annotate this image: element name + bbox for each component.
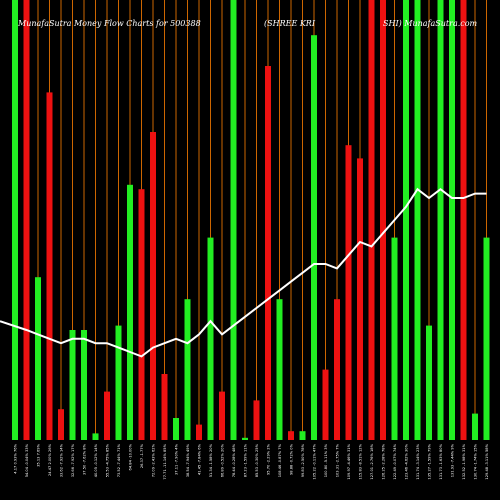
bar (265, 66, 271, 440)
x-tick-label: 109.97 -4.46% 31% (347, 443, 351, 479)
x-tick-label: 78.44 -0.28% 48% (232, 443, 236, 477)
x-tick-label: 38.54 -7.94% 49% (186, 443, 190, 477)
bar (288, 431, 294, 440)
x-tick-label: 51.34 -1.58% 20% (209, 443, 213, 477)
x-tick-label: 41.45 -7.84% 6% (198, 443, 202, 475)
bar (35, 277, 41, 440)
x-tick-label: 100.80 -5.11% 3% (324, 443, 328, 477)
bar (334, 299, 340, 440)
x-tick-label: 40.05 -0.12% 14% (94, 443, 98, 477)
x-tick-label: 24.47 2.00% 26% (48, 443, 52, 476)
bar (380, 0, 386, 440)
x-tick-label: 33.62 -7.92% 14% (60, 443, 64, 477)
bar (276, 299, 283, 440)
bar (403, 0, 409, 440)
bar (414, 0, 421, 440)
bar (437, 0, 444, 440)
x-tick-label: 66.89 -0.52% 20% (221, 443, 225, 477)
x-tick-label: 122.49 -0.07% 74% (393, 443, 397, 479)
x-tick-label: 98.88 -0.72% 0% (290, 443, 294, 475)
x-tick-label: 132.52 -1.98% 31% (462, 443, 466, 479)
chart-title-right: SHI) MunafaSutra.com (383, 19, 478, 28)
bar (483, 237, 490, 440)
bar (345, 145, 352, 440)
x-tick-label: 37.50 -7.62% 8% (83, 443, 87, 475)
x-tick-label: 72.09 -2.43% 62% (152, 443, 156, 477)
bar (115, 325, 122, 440)
bar (311, 35, 317, 440)
bar (472, 413, 478, 440)
bar (150, 132, 156, 440)
bar (357, 158, 363, 440)
bar-series (12, 0, 490, 441)
x-tick-label: 108.46 -0.87% 7% (278, 443, 282, 477)
chart-title-middle: (SHREE KRI (264, 19, 316, 28)
x-tick-label: 32.66 -7.92% 17% (71, 443, 75, 477)
bar (449, 0, 455, 440)
bar (230, 0, 237, 440)
x-tick-label: 64.84 -10.00% (129, 443, 133, 470)
bar (391, 237, 398, 440)
x-tick-label: 126.25 -2.28% 78% (382, 443, 386, 479)
bar (242, 437, 248, 440)
bar (426, 325, 432, 440)
x-tick-label: 26.37 -1.77% (140, 443, 144, 468)
bar (184, 299, 191, 440)
x-tick-label: 54.04 -0.04% 33% (25, 443, 29, 477)
x-tick-label: 130.74 -1.74% 15% (474, 443, 478, 479)
bar (104, 391, 110, 440)
x-tick-label: 127.01 -2.76% 18% (370, 443, 374, 479)
x-tick-label: 131.93 -7.44% 9% (451, 443, 455, 477)
bar (92, 433, 99, 440)
bar (58, 409, 64, 440)
money-flow-line (0, 187, 487, 358)
x-tick-label: 123.46 -4.62% 30% (405, 443, 409, 479)
x-tick-label: 131.73 -1.63% 80% (439, 443, 443, 479)
x-tick-label: 95.70 -2.29% 2% (267, 443, 271, 475)
bar (161, 374, 168, 440)
x-tick-label: 4.17 0.93% 76% (14, 443, 18, 473)
bar (173, 418, 179, 440)
bar (23, 0, 30, 440)
bar (460, 0, 467, 440)
x-tick-label: 103.31 -2.75% 7% (336, 443, 340, 477)
x-tick-label: 85.53 -0.30% 25% (255, 443, 259, 477)
x-tick-label: 87.23 -1.59% 11% (244, 443, 248, 477)
x-tick-label: 99.83 -2.50% 78% (301, 443, 305, 477)
bar (253, 400, 260, 440)
x-tick-label: 131.74 -3.14% 23% (416, 443, 420, 479)
x-tick-label: 37.11 -7.90% 4% (175, 443, 179, 475)
bar (299, 431, 306, 440)
bar (46, 92, 53, 441)
x-tick-label: 135.27 -1.59% 79% (428, 443, 432, 479)
bar (219, 391, 225, 440)
x-tick-label: 129.48 -3.11% 58% (485, 443, 489, 479)
x-tick-label: 115.83 -8.51% 12% (359, 443, 363, 479)
bar (81, 330, 87, 440)
bar (368, 0, 375, 440)
x-tick-label: 55.53 -4.75% 85% (106, 443, 110, 477)
bar (69, 330, 76, 440)
x-tick-label: 105.22 -0.11% 47% (313, 443, 317, 479)
bar (127, 184, 133, 440)
x-tick-label: 35.13 7.69% (37, 443, 41, 466)
bar (138, 189, 145, 440)
x-tick-label: 77.71 -11.14% 85% (163, 443, 167, 479)
chart-title-left: MunafaSutra Money Flow Charts for 500388 (17, 19, 201, 28)
bar (322, 369, 329, 440)
bar (207, 237, 214, 440)
bar (12, 0, 18, 440)
x-tick-labels: 4.17 0.93% 76% 54.04 -0.04% 33% 35.13 7.69… (14, 443, 490, 479)
bar (196, 424, 202, 440)
x-tick-label: 73.52 -7.44% 71% (117, 443, 121, 477)
